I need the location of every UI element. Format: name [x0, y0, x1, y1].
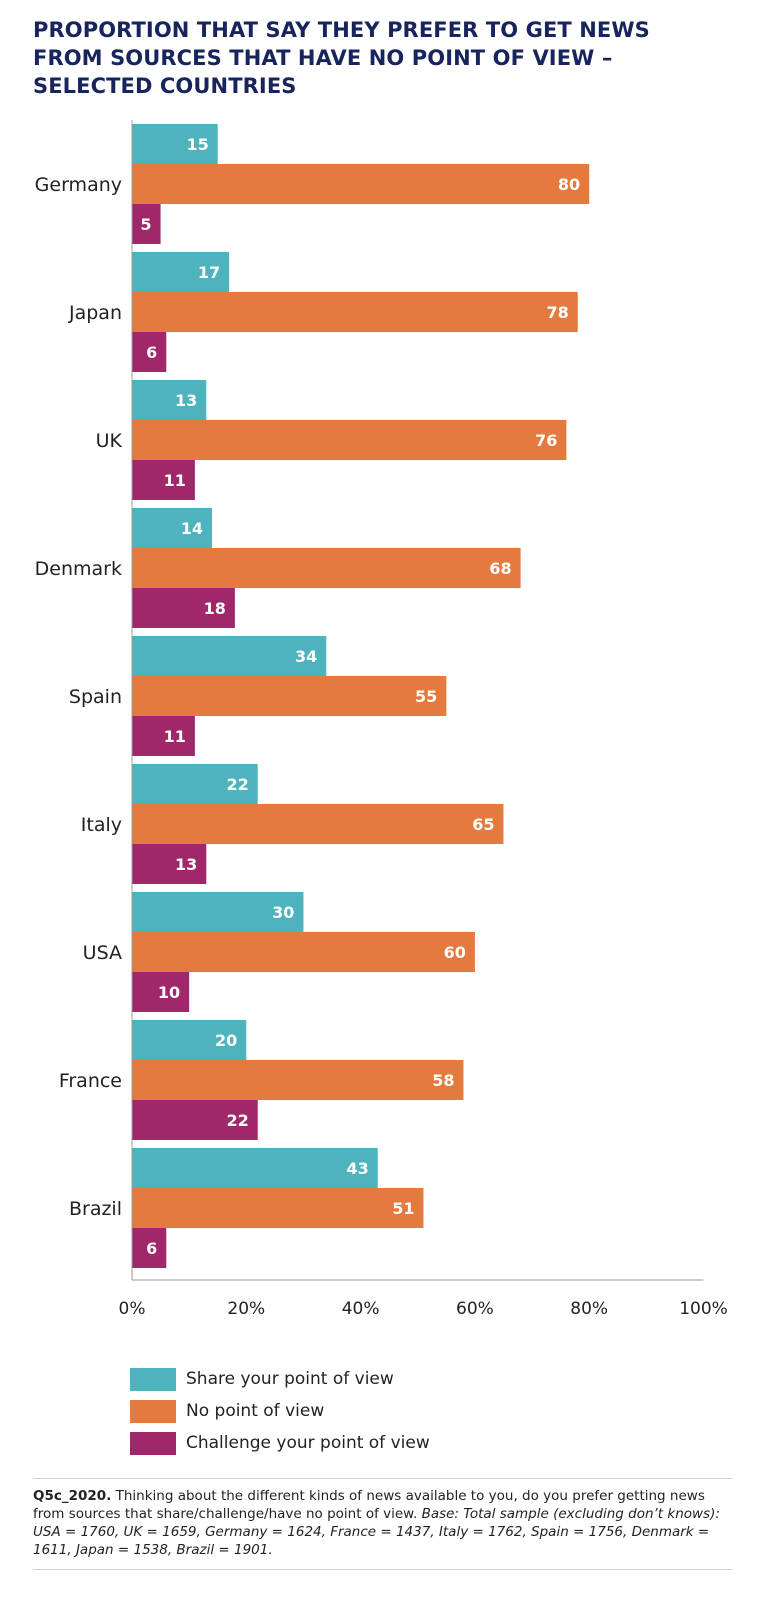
value-label-italy-challenge-your-point-of-view: 13 — [175, 855, 197, 874]
x-tick-label-80: 80% — [570, 1299, 608, 1319]
value-label-germany-no-point-of-view: 80 — [558, 175, 580, 194]
bar-germany-no-point-of-view — [132, 164, 590, 204]
category-label-usa: USA — [83, 942, 122, 964]
value-label-france-share-your-point-of-view: 20 — [215, 1031, 237, 1050]
value-label-brazil-share-your-point-of-view: 43 — [346, 1159, 368, 1178]
footnote-base: Base: Total sample (excluding don’t know… — [33, 1506, 720, 1558]
value-label-usa-challenge-your-point-of-view: 10 — [158, 983, 180, 1002]
value-label-denmark-challenge-your-point-of-view: 18 — [204, 599, 226, 618]
bar-italy-share-your-point-of-view — [132, 764, 258, 804]
value-label-japan-challenge-your-point-of-view: 6 — [146, 343, 157, 362]
x-tick-label-20: 20% — [227, 1299, 265, 1319]
legend-label-share: Share your point of view — [186, 1369, 394, 1389]
axes-layer: Germany Japan UK Denmark Spain Italy USA France… — [35, 120, 728, 1319]
bar-brazil-share-your-point-of-view — [132, 1148, 378, 1188]
category-label-uk: UK — [96, 430, 123, 452]
bars-layer: 15 80 5 17 78 6 13 76 11 14 68 18 34 55 11 22 65 13 30 60 10… — [132, 124, 590, 1268]
category-label-spain: Spain — [69, 686, 122, 708]
category-label-italy: Italy — [81, 814, 122, 836]
category-label-france: France — [59, 1070, 122, 1092]
bar-brazil-challenge-your-point-of-view — [132, 1228, 167, 1268]
bar-germany-share-your-point-of-view — [132, 124, 218, 164]
bar-usa-no-point-of-view — [132, 932, 475, 972]
bar-uk-no-point-of-view — [132, 420, 567, 460]
value-label-usa-share-your-point-of-view: 30 — [272, 903, 294, 922]
value-label-france-no-point-of-view: 58 — [432, 1071, 454, 1090]
bar-france-challenge-your-point-of-view — [132, 1100, 258, 1140]
bar-italy-no-point-of-view — [132, 804, 504, 844]
value-label-uk-share-your-point-of-view: 13 — [175, 391, 197, 410]
chart-title: PROPORTION THAT SAY THEY PREFER TO GET N… — [33, 18, 650, 98]
x-tick-label-40: 40% — [342, 1299, 380, 1319]
value-label-germany-challenge-your-point-of-view: 5 — [140, 215, 151, 234]
category-label-denmark: Denmark — [35, 558, 122, 580]
bar-brazil-no-point-of-view — [132, 1188, 424, 1228]
value-label-usa-no-point-of-view: 60 — [444, 943, 466, 962]
value-label-denmark-no-point-of-view: 68 — [489, 559, 511, 578]
bar-usa-share-your-point-of-view — [132, 892, 304, 932]
legend-label-challenge: Challenge your point of view — [186, 1433, 430, 1453]
value-label-spain-share-your-point-of-view: 34 — [295, 647, 317, 666]
x-tick-label-100: 100% — [679, 1299, 728, 1319]
bar-france-share-your-point-of-view — [132, 1020, 247, 1060]
value-label-spain-challenge-your-point-of-view: 11 — [164, 727, 186, 746]
bar-uk-share-your-point-of-view — [132, 380, 207, 420]
value-label-japan-share-your-point-of-view: 17 — [198, 263, 220, 282]
bar-japan-challenge-your-point-of-view — [132, 332, 167, 372]
bar-denmark-share-your-point-of-view — [132, 508, 213, 548]
bar-japan-no-point-of-view — [132, 292, 578, 332]
legend-item-share: Share your point of view — [130, 1363, 430, 1395]
value-label-france-challenge-your-point-of-view: 22 — [226, 1111, 248, 1130]
bar-germany-challenge-your-point-of-view — [132, 204, 161, 244]
value-label-germany-share-your-point-of-view: 15 — [186, 135, 208, 154]
value-label-uk-no-point-of-view: 76 — [535, 431, 557, 450]
bar-chart: 15 80 5 17 78 6 13 76 11 14 68 18 34 55 11 22 65 13 30 60 10… — [35, 120, 728, 1319]
legend-swatch-share — [130, 1367, 176, 1391]
legend-swatch-challenge — [130, 1431, 176, 1455]
category-label-germany: Germany — [35, 174, 122, 196]
x-tick-label-0: 0% — [119, 1299, 146, 1319]
bar-spain-challenge-your-point-of-view — [132, 716, 195, 756]
value-label-spain-no-point-of-view: 55 — [415, 687, 437, 706]
category-label-brazil: Brazil — [69, 1198, 122, 1220]
value-label-uk-challenge-your-point-of-view: 11 — [164, 471, 186, 490]
bar-spain-no-point-of-view — [132, 676, 447, 716]
legend: Share your point of view No point of vie… — [130, 1363, 430, 1459]
bar-japan-share-your-point-of-view — [132, 252, 230, 292]
bar-spain-share-your-point-of-view — [132, 636, 327, 676]
value-label-italy-no-point-of-view: 65 — [472, 815, 494, 834]
footnote-question-text: Thinking about the different kinds of ne… — [33, 1488, 705, 1522]
bar-italy-challenge-your-point-of-view — [132, 844, 207, 884]
value-label-brazil-challenge-your-point-of-view: 6 — [146, 1239, 157, 1258]
category-label-japan: Japan — [68, 302, 122, 324]
bar-denmark-no-point-of-view — [132, 548, 521, 588]
legend-item-challenge: Challenge your point of view — [130, 1427, 430, 1459]
value-label-denmark-share-your-point-of-view: 14 — [181, 519, 203, 538]
legend-item-no-pov: No point of view — [130, 1395, 430, 1427]
x-tick-label-60: 60% — [456, 1299, 494, 1319]
footnote: Q5c_2020. Thinking about the different k… — [33, 1478, 733, 1570]
legend-label-no-pov: No point of view — [186, 1401, 325, 1421]
value-label-japan-no-point-of-view: 78 — [547, 303, 569, 322]
footnote-question-id: Q5c_2020. — [33, 1488, 112, 1504]
legend-swatch-no-pov — [130, 1399, 176, 1423]
bar-france-no-point-of-view — [132, 1060, 464, 1100]
bar-uk-challenge-your-point-of-view — [132, 460, 195, 500]
bar-usa-challenge-your-point-of-view — [132, 972, 190, 1012]
value-label-italy-share-your-point-of-view: 22 — [226, 775, 248, 794]
value-label-brazil-no-point-of-view: 51 — [392, 1199, 414, 1218]
bar-denmark-challenge-your-point-of-view — [132, 588, 235, 628]
